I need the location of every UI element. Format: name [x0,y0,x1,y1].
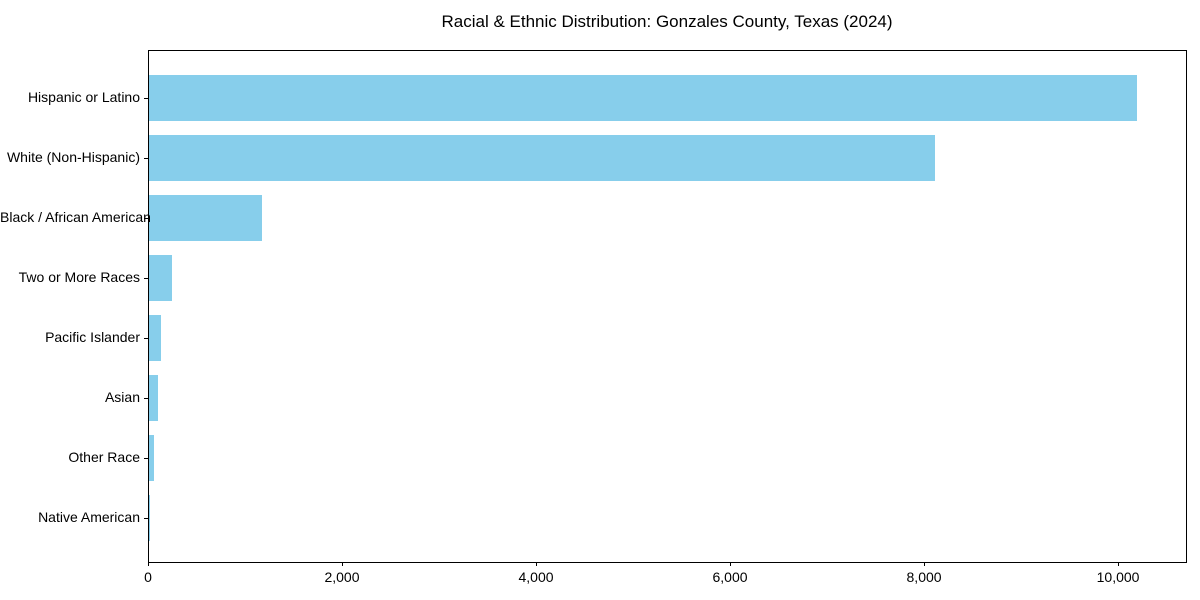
y-axis-label: Two or More Races [18,269,140,285]
x-axis-tick [342,562,343,566]
bar [149,435,154,481]
y-axis-tick [144,338,148,339]
y-axis-tick [144,98,148,99]
y-axis-label: Asian [104,389,140,405]
bar [149,495,150,541]
y-axis-tick [144,518,148,519]
bar [149,315,161,361]
y-axis-tick [144,458,148,459]
bar [149,255,173,301]
x-axis-tick [148,562,149,566]
y-axis-tick [144,218,148,219]
x-axis-tick-label: 10,000 [1096,569,1140,585]
y-axis-label: Hispanic or Latino [27,89,140,105]
x-axis-tick-label: 8,000 [906,569,942,585]
x-axis-tick [730,562,732,566]
y-axis-label: Native American [38,509,140,525]
x-axis-tick [924,562,926,566]
bar [149,195,262,241]
y-axis-label: Black / African American [0,209,151,225]
x-axis-tick-label: 0 [144,569,152,585]
x-axis-tick-label: 4,000 [518,569,554,585]
y-axis-label: Pacific Islander [45,329,140,345]
x-axis-tick [1118,562,1120,566]
plot-area [144,50,1187,563]
bar [149,135,935,181]
y-axis-tick [144,398,148,399]
x-axis-tick-label: 6,000 [712,569,748,585]
y-axis-label: White (Non-Hispanic) [6,149,140,165]
bar [149,75,1137,121]
y-axis-tick [144,158,148,159]
x-axis-tick [536,562,538,566]
x-axis-tick-label: 2,000 [324,569,360,585]
y-axis-tick [144,278,148,279]
chart-title: Racial & Ethnic Distribution: Gonzales C… [441,12,893,31]
bar [149,375,158,421]
y-axis-label: Other Race [68,449,140,465]
